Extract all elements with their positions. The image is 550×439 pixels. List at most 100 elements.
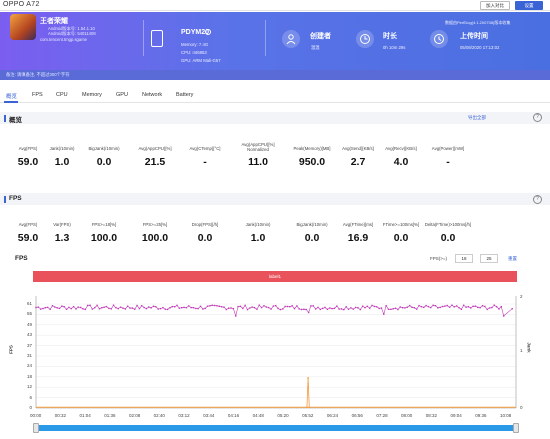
info-icon xyxy=(205,29,211,35)
divider xyxy=(143,20,144,56)
overview-metric-label: Avg(FPS) xyxy=(18,146,38,151)
clock-icon xyxy=(356,30,374,48)
y2-tick-label: 2 xyxy=(520,294,523,299)
overview-metric-value: 11.0 xyxy=(248,156,268,168)
fps-data-point xyxy=(185,306,188,309)
fps-data-point xyxy=(322,307,324,310)
fps-data-point xyxy=(192,306,195,309)
fps-data-point xyxy=(228,307,230,309)
fps-metric-value: 16.9 xyxy=(347,232,369,244)
tab-battery[interactable]: Battery xyxy=(176,92,194,98)
overview-metric-label: Jank(/10min) xyxy=(49,146,75,151)
scrollbar-left-handle[interactable] xyxy=(33,423,39,433)
fps-data-point xyxy=(258,304,260,306)
fps-data-point xyxy=(495,306,498,308)
fps-data-point xyxy=(220,306,223,308)
tab-network[interactable]: Network xyxy=(142,92,163,98)
fps-data-point xyxy=(213,304,216,307)
fps-data-point xyxy=(317,306,319,309)
tab-cpu[interactable]: CPU xyxy=(56,92,68,98)
tab-bar: 概览 FPS CPU Memory GPU Network Battery xyxy=(0,88,550,103)
fps-data-point xyxy=(401,306,404,309)
section-accent xyxy=(4,196,6,203)
fps-data-point xyxy=(364,306,366,309)
fps-data-point xyxy=(350,307,352,309)
fps-data-point xyxy=(136,304,138,307)
overview-metric-label: Avg(AppCPU)[%] Normalized xyxy=(241,142,275,152)
overview-metric-value: 21.5 xyxy=(144,156,166,168)
fps-data-point xyxy=(103,306,105,308)
fps-data-point xyxy=(326,308,329,311)
fps-data-point xyxy=(173,306,176,308)
settings-button[interactable]: 设置 xyxy=(515,1,543,10)
y-tick-label: 43 xyxy=(26,332,32,338)
fps-data-point xyxy=(310,305,312,307)
fps-threshold-b-input[interactable]: 25 xyxy=(480,254,498,263)
fps-data-point xyxy=(112,304,115,306)
fps-data-point xyxy=(157,308,159,310)
fps-data-point xyxy=(272,305,275,307)
y2-tick-label: 1 xyxy=(520,348,523,353)
fps-data-point xyxy=(188,305,190,307)
y-tick-label: 55 xyxy=(26,311,32,317)
help-icon[interactable]: ? xyxy=(533,113,542,122)
fps-data-point xyxy=(357,307,359,309)
fps-data-point xyxy=(434,304,437,307)
x-tick-label: 01:36 xyxy=(104,413,116,418)
fps-threshold-a-input[interactable]: 18 xyxy=(455,254,473,263)
fps-data-point xyxy=(256,308,258,310)
fps-data-point xyxy=(390,308,392,311)
note-field[interactable]: 备注: 请填备注, 不超过300个字符 xyxy=(0,70,550,80)
x-tick-label: 07:28 xyxy=(376,413,388,418)
fps-data-point xyxy=(44,306,47,309)
x-tick-label: 08:32 xyxy=(425,413,438,418)
fps-data-point xyxy=(502,315,505,317)
tab-gpu[interactable]: GPU xyxy=(116,92,128,98)
fps-data-point xyxy=(470,307,472,309)
fps-data-point xyxy=(354,306,357,309)
fps-data-point xyxy=(347,308,350,310)
fps-data-point xyxy=(244,304,246,307)
fps-data-point xyxy=(463,304,465,307)
fps-data-point xyxy=(84,308,87,311)
y-tick-label: 12 xyxy=(26,384,32,390)
x-tick-label: 03:12 xyxy=(178,413,190,418)
fps-data-point xyxy=(267,306,270,309)
fps-data-point xyxy=(296,305,298,307)
fps-metric-label: Delta(FTime)>100ms[/h] xyxy=(424,222,472,227)
add-compare-button[interactable]: 加入对比 xyxy=(480,1,510,10)
fps-data-point xyxy=(190,306,192,309)
help-icon[interactable]: ? xyxy=(533,195,542,204)
fps-section-title: FPS xyxy=(9,195,22,202)
fps-data-point xyxy=(61,305,63,307)
fps-data-point xyxy=(51,305,54,307)
timeline-scrollbar[interactable] xyxy=(36,425,516,431)
x-tick-label: 06:24 xyxy=(326,413,339,418)
fps-data-point xyxy=(239,305,242,308)
fps-data-point xyxy=(411,306,413,308)
fps-data-point xyxy=(171,305,173,308)
fps-data-point xyxy=(35,306,37,309)
fps-data-point xyxy=(181,306,183,309)
fps-data-point xyxy=(218,305,220,308)
fps-data-point xyxy=(371,304,373,307)
marker-label-bar[interactable]: label1 xyxy=(33,271,517,282)
fps-data-point xyxy=(96,304,98,307)
fps-data-point xyxy=(303,308,305,310)
fps-threshold-label: FPS(>=) xyxy=(430,256,448,261)
tab-overview[interactable]: 概览 xyxy=(6,94,18,100)
fps-data-point xyxy=(246,308,249,311)
export-all-link[interactable]: 导出全部 xyxy=(468,115,486,120)
fps-data-point xyxy=(82,308,84,310)
fps-data-point xyxy=(343,308,345,311)
scrollbar-right-handle[interactable] xyxy=(513,423,519,433)
tab-memory[interactable]: Memory xyxy=(82,92,102,98)
app-icon xyxy=(10,14,36,40)
reset-button[interactable]: 重置 xyxy=(508,256,517,261)
tab-fps[interactable]: FPS xyxy=(32,92,43,98)
fps-data-point xyxy=(484,305,486,308)
fps-data-point xyxy=(115,306,117,309)
overview-metric-label: Avg(Send)[KB/s] xyxy=(342,146,374,151)
fps-data-point xyxy=(169,307,171,309)
